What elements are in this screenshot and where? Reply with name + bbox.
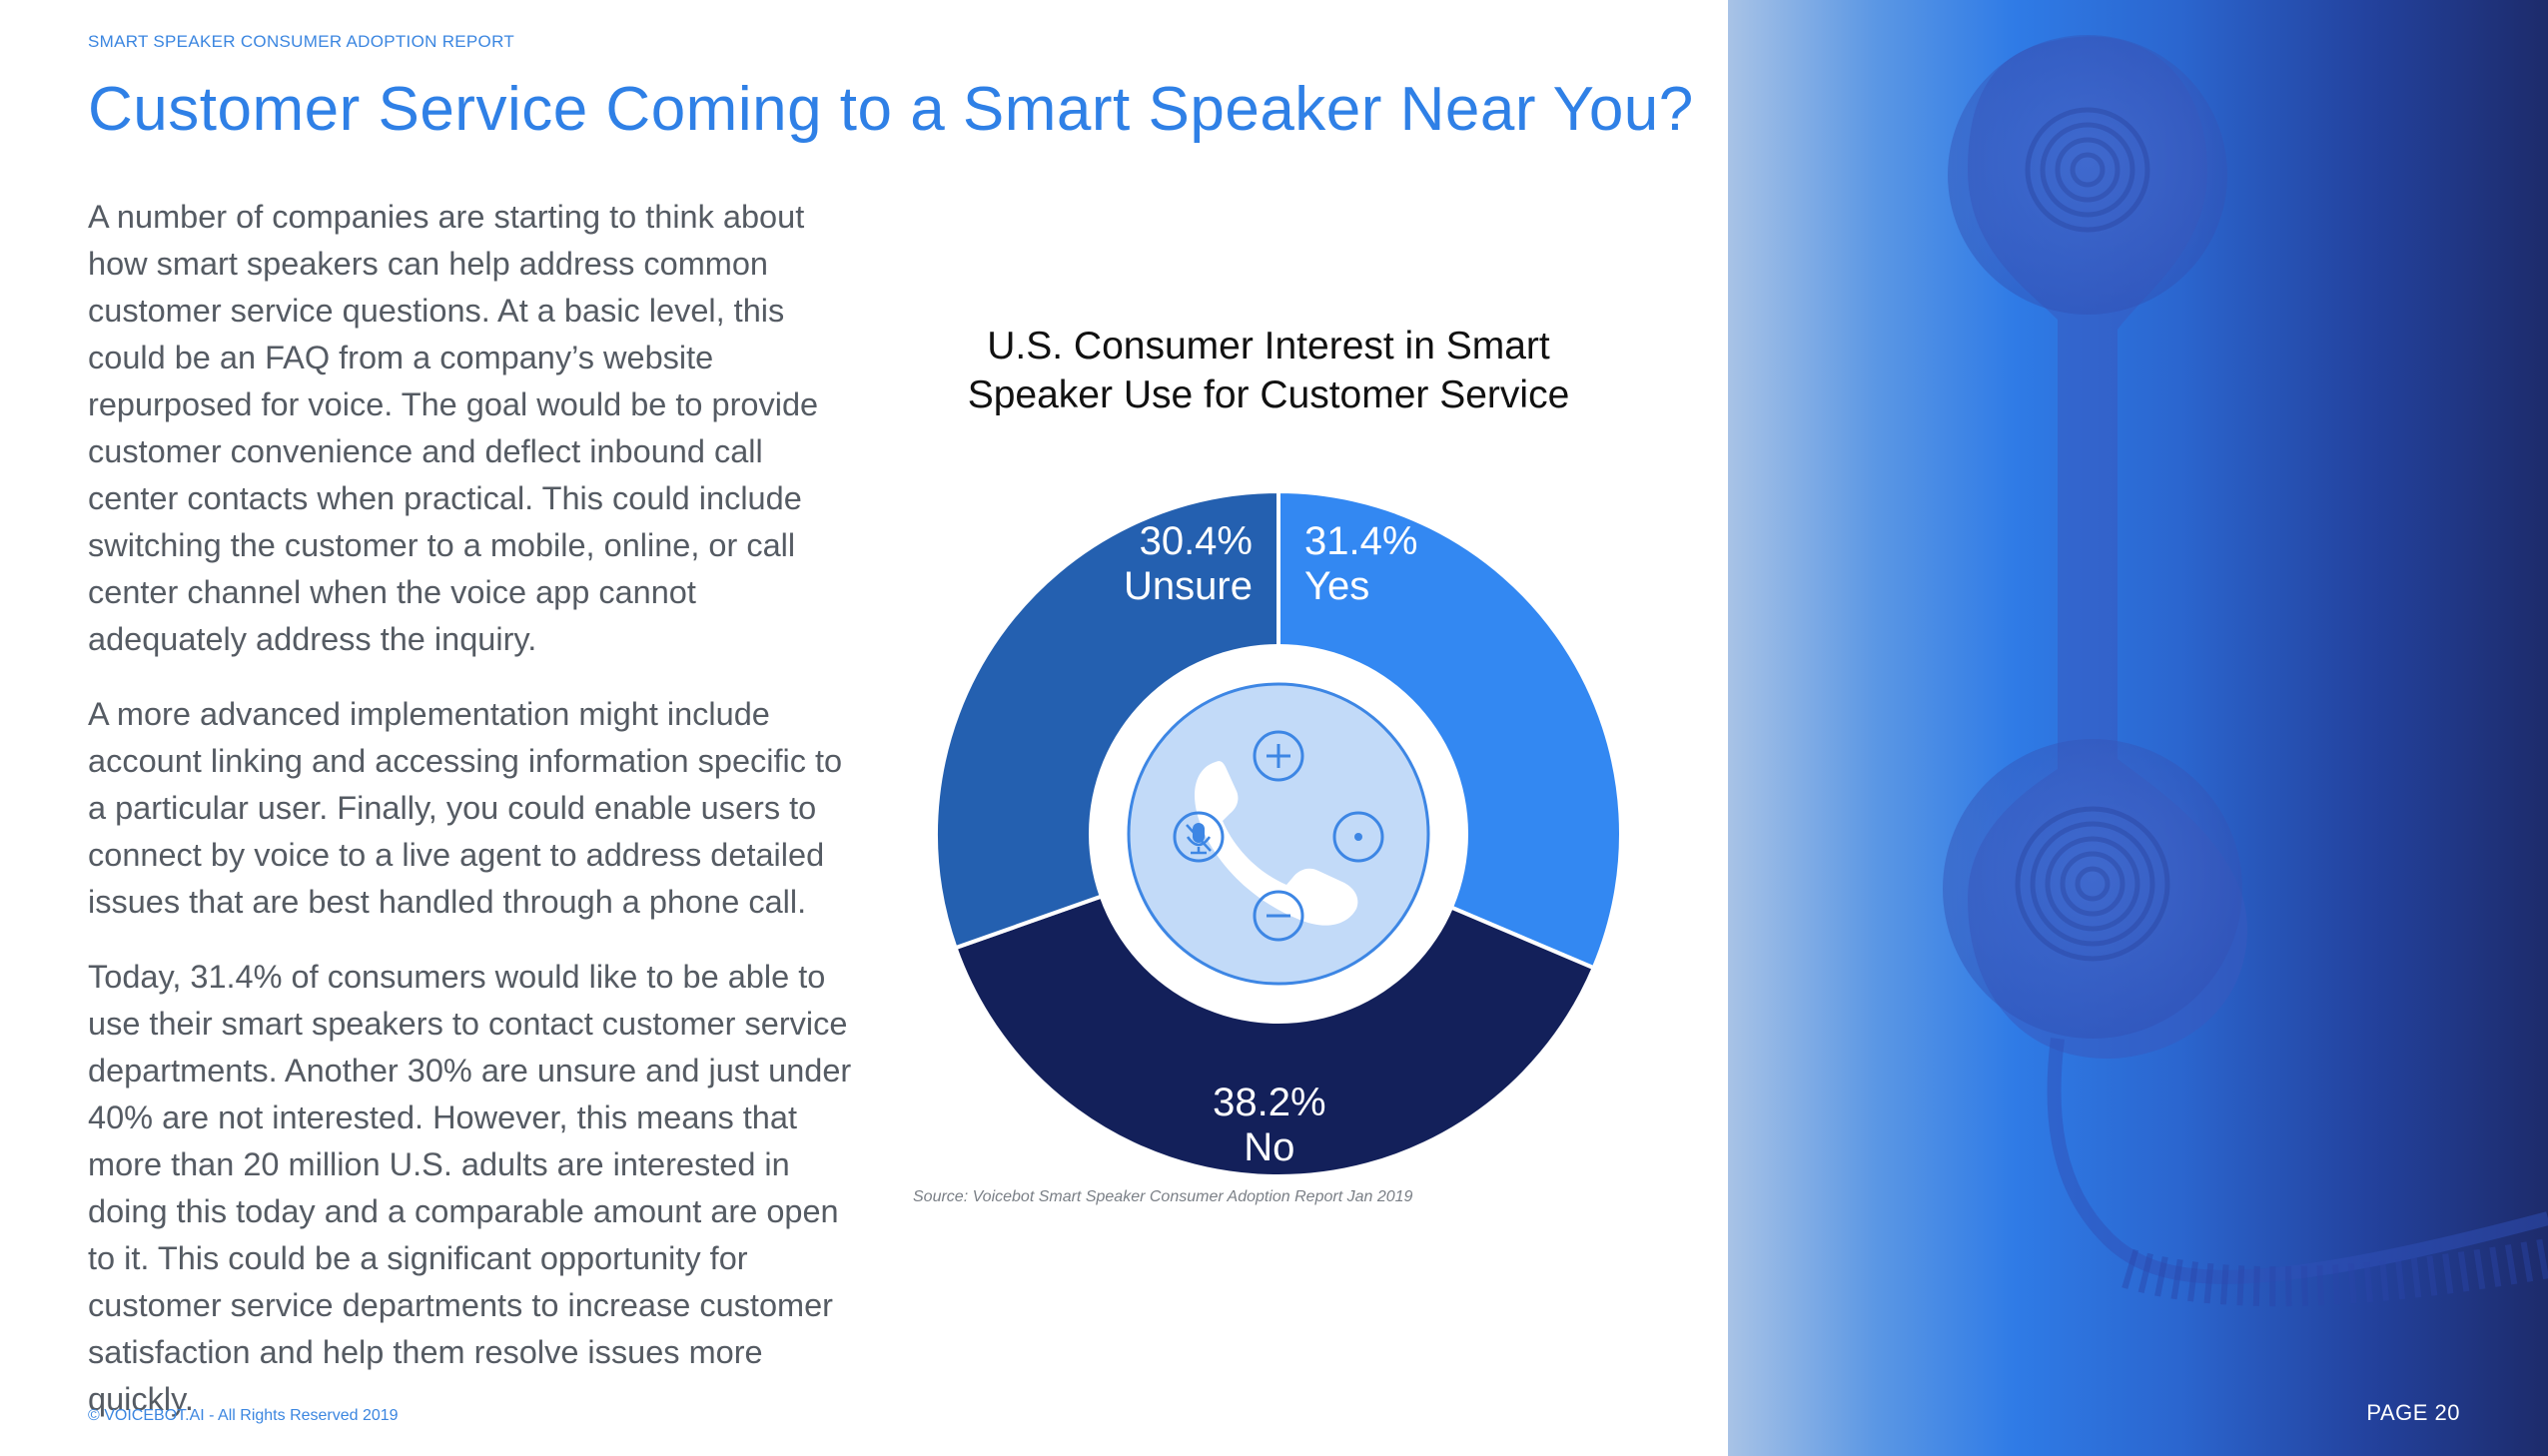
slice-label-no: No bbox=[1244, 1125, 1294, 1169]
slice-value-unsure: 30.4% bbox=[1140, 519, 1253, 563]
minus-icon bbox=[1253, 890, 1304, 942]
smart-speaker-phone-icon bbox=[1127, 682, 1430, 986]
paragraph-1: A number of companies are starting to th… bbox=[88, 199, 819, 657]
report-label: SMART SPEAKER CONSUMER ADOPTION REPORT bbox=[88, 32, 515, 51]
dot-icon bbox=[1332, 811, 1384, 863]
chart-title-line-1: U.S. Consumer Interest in Smart bbox=[987, 325, 1550, 367]
page-number: PAGE 20 bbox=[2366, 1400, 2460, 1425]
donut-chart: 31.4%Yes 38.2%No 30.4%Unsure bbox=[934, 488, 1623, 1178]
mic-icon bbox=[1173, 811, 1225, 863]
plus-icon bbox=[1253, 730, 1304, 782]
slice-value-yes: 31.4% bbox=[1304, 519, 1417, 563]
paragraph-3: Today, 31.4% of consumers would like to … bbox=[88, 959, 852, 1417]
slice-value-no: 38.2% bbox=[1213, 1081, 1325, 1124]
telephone-handset-image bbox=[1728, 0, 2548, 1456]
footer-copyright: © VOICEBOT.AI - All Rights Reserved 2019 bbox=[88, 1407, 399, 1424]
slice-label-yes: Yes bbox=[1304, 564, 1369, 608]
body-text: A number of companies are starting to th… bbox=[88, 194, 862, 1451]
chart-title: U.S. Consumer Interest in Smart Speaker … bbox=[899, 322, 1638, 419]
page-title: Customer Service Coming to a Smart Speak… bbox=[88, 75, 1694, 144]
slice-label-unsure: Unsure bbox=[1124, 564, 1253, 608]
chart-source: Source: Voicebot Smart Speaker Consumer … bbox=[913, 1188, 1413, 1205]
chart-title-line-2: Speaker Use for Customer Service bbox=[967, 373, 1570, 416]
paragraph-2: A more advanced implementation might inc… bbox=[88, 696, 843, 920]
phone-icon bbox=[1195, 761, 1358, 926]
